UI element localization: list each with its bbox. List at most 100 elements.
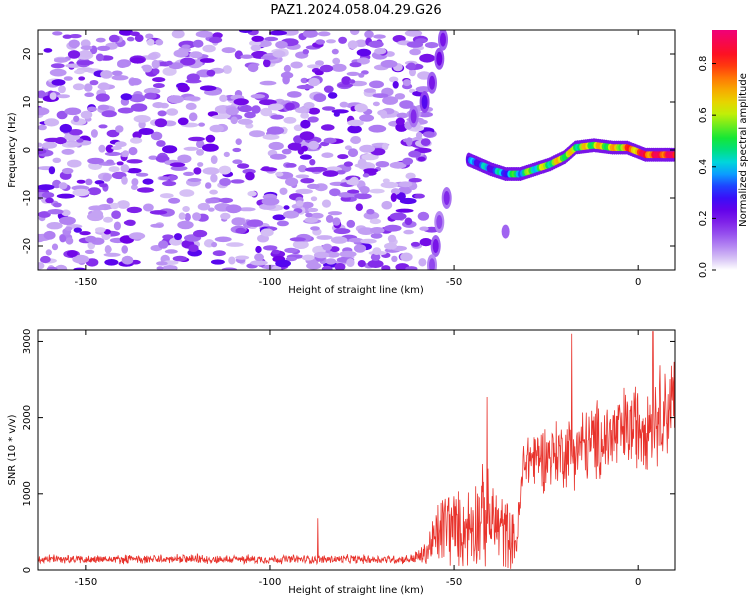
heatmap-branch-cell (429, 75, 435, 90)
heatmap-noise-cell (370, 253, 381, 261)
heatmap-noise-cell (270, 114, 285, 120)
heatmap-noise-cell (415, 38, 428, 43)
heatmap-noise-cell (347, 148, 359, 158)
heatmap-noise-cell (78, 76, 86, 81)
heatmap-noise-cell (121, 176, 128, 185)
heatmap-noise-cell (120, 93, 132, 101)
heatmap-noise-cell (121, 245, 128, 254)
spectrogram-x-ticks: -150 -100 -50 0 (75, 30, 641, 288)
heatmap-noise-cell (255, 245, 262, 254)
heatmap-noise-cell (209, 124, 224, 133)
heatmap-noise-cell (325, 214, 334, 223)
heatmap-noise-cell (128, 78, 142, 86)
heatmap-noise-cell (326, 251, 340, 258)
heatmap-noise-cell (97, 104, 110, 111)
heatmap-noise-cell (133, 115, 151, 123)
heatmap-noise-cell (366, 208, 375, 215)
heatmap-noise-cell (49, 92, 57, 100)
heatmap-noise-cell (406, 41, 424, 48)
heatmap-noise-cell (249, 130, 265, 138)
heatmap-noise-cell (347, 119, 364, 127)
heatmap-noise-cell (130, 31, 140, 37)
heatmap-noise-cell (80, 45, 93, 51)
heatmap-noise-cell (300, 112, 309, 119)
heatmap-noise-cell (329, 246, 340, 253)
heatmap-noise-cell (162, 265, 178, 270)
heatmap-noise-cell (128, 147, 138, 156)
heatmap-noise-cell (281, 30, 299, 36)
heatmap-noise-cell (303, 102, 315, 109)
heatmap-noise-cell (415, 86, 432, 93)
heatmap-noise-cell (149, 210, 168, 215)
heatmap-noise-cell (424, 42, 439, 49)
heatmap-noise-cell (156, 266, 164, 270)
heatmap-noise-cell (80, 39, 91, 48)
heatmap-noise-cell (306, 64, 321, 69)
heatmap-noise-cell (246, 219, 264, 227)
heatmap-noise-cell (223, 151, 230, 158)
heatmap-noise-cell (317, 31, 331, 37)
heatmap-noise-cell (260, 107, 273, 117)
heatmap-noise-cell (44, 118, 60, 127)
heatmap-noise-cell (83, 83, 93, 92)
heatmap-noise-cell (72, 83, 85, 91)
heatmap-noise-cell (152, 77, 166, 83)
heatmap-noise-cell (380, 59, 398, 68)
heatmap-noise-cell (110, 202, 120, 210)
heatmap-noise-cell (321, 265, 333, 270)
heatmap-noise-cell (185, 102, 197, 110)
heatmap-noise-cell (135, 172, 149, 177)
heatmap-noise-cell (419, 238, 433, 247)
heatmap-noise-cell (334, 263, 346, 270)
heatmap-noise-cell (250, 94, 266, 99)
heatmap-noise-cell (285, 256, 297, 262)
heatmap-noise-cell (38, 124, 47, 131)
heatmap-noise-cell (143, 87, 161, 95)
heatmap-noise-cell (287, 142, 304, 151)
heatmap-noise-cell (129, 94, 146, 103)
heatmap-noise-cell (202, 44, 216, 53)
heatmap-noise-cell (173, 49, 189, 58)
heatmap-noise-cell (300, 119, 311, 129)
heatmap-noise-cell (87, 106, 97, 112)
heatmap-noise-cell (205, 134, 216, 143)
snr-y-tick-label: 2000 (22, 405, 33, 430)
heatmap-branch-cell (421, 95, 428, 109)
colorbar-tick-label: 0.6 (698, 107, 709, 123)
heatmap-noise-cell (283, 64, 291, 73)
heatmap-noise-cell (239, 105, 253, 113)
heatmap-noise-cell (155, 155, 170, 163)
heatmap-noise-cell (300, 178, 315, 184)
heatmap-noise-cell (299, 154, 312, 160)
heatmap-noise-cell (123, 220, 136, 226)
heatmap-noise-cell (272, 214, 286, 221)
heatmap-noise-cell (404, 217, 413, 226)
heatmap-noise-cell (362, 173, 370, 178)
heatmap-noise-cell (101, 110, 117, 118)
heatmap-signal-cells (408, 30, 675, 270)
heatmap-noise-cell (304, 217, 318, 224)
heatmap-noise-cell (405, 266, 418, 270)
heatmap-noise-cell (202, 167, 220, 175)
heatmap-noise-cell (251, 35, 264, 42)
heatmap-noise-cell (186, 73, 200, 82)
heatmap-noise-cell (408, 178, 422, 183)
heatmap-noise-cell (106, 159, 114, 164)
heatmap-noise-cell (344, 145, 352, 150)
heatmap-noise-cell (316, 235, 333, 240)
heatmap-noise-cell (87, 187, 102, 196)
heatmap-noise-cell (296, 84, 314, 90)
heatmap-noise-cell (399, 100, 414, 109)
heatmap-noise-cell (359, 144, 375, 153)
heatmap-noise-cell (359, 186, 370, 194)
heatmap-noise-cell (111, 146, 122, 150)
heatmap-noise-cell (225, 107, 239, 116)
heatmap-noise-cell (168, 197, 181, 204)
heatmap-noise-cell (323, 137, 337, 144)
heatmap-noise-cell (68, 129, 83, 136)
heatmap-noise-cell (374, 48, 387, 55)
snr-x-tick-label: -50 (446, 577, 462, 588)
heatmap-noise-cell (53, 57, 69, 63)
heatmap-noise-cell (67, 159, 82, 168)
